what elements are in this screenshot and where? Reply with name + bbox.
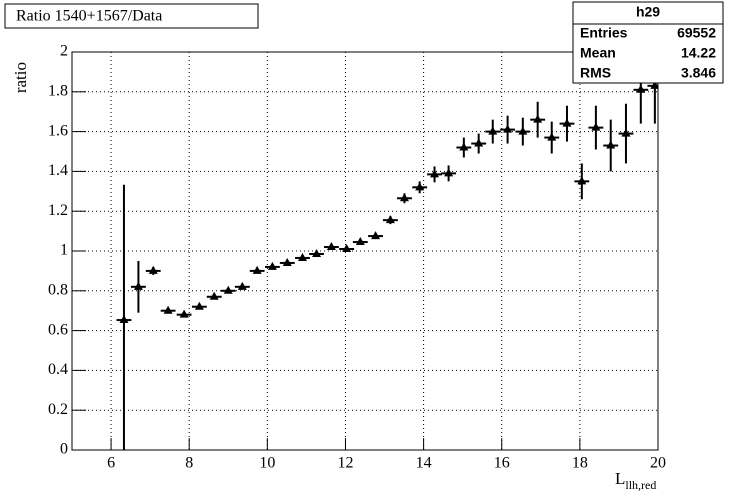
- stats-label: Mean: [580, 45, 616, 61]
- chart-title: Ratio 1540+1567/Data: [16, 8, 162, 25]
- x-tick-label: 12: [337, 455, 353, 472]
- title-box: [4, 3, 259, 29]
- data-point: [194, 301, 204, 310]
- data-point: [148, 265, 158, 274]
- data-point: [252, 265, 262, 274]
- data-point: [179, 309, 189, 318]
- data-point: [488, 126, 498, 135]
- data-point: [547, 132, 557, 141]
- data-point: [621, 128, 631, 137]
- data-point: [326, 242, 336, 251]
- y-tick-label: 1.2: [48, 202, 68, 219]
- data-point: [474, 138, 484, 147]
- y-tick-label: 1.4: [48, 162, 68, 179]
- stats-value: 69552: [677, 25, 716, 41]
- x-tick-label: 20: [650, 455, 666, 472]
- data-point: [444, 168, 454, 177]
- stats-label: Entries: [580, 25, 628, 41]
- data-point: [459, 142, 469, 151]
- data-point: [223, 285, 233, 294]
- data-point: [591, 122, 601, 131]
- y-axis-label: ratio: [11, 62, 30, 93]
- stats-value: 3.846: [681, 65, 716, 81]
- data-point: [415, 182, 425, 191]
- data-point: [518, 126, 528, 135]
- data-point: [133, 281, 143, 290]
- x-tick-label: 18: [572, 455, 588, 472]
- y-tick-label: 0.8: [48, 281, 68, 298]
- x-tick-label: 10: [259, 455, 275, 472]
- plot-frame: [71, 51, 659, 451]
- y-tick-label: 0: [60, 441, 68, 458]
- data-point: [385, 215, 395, 224]
- data-point: [237, 281, 247, 290]
- y-tick-label: 1: [60, 242, 68, 259]
- data-point: [562, 118, 572, 127]
- data-point: [297, 252, 307, 261]
- data-point: [371, 231, 381, 240]
- x-axis-label: Lllh,red: [615, 469, 656, 492]
- data-point: [312, 248, 322, 257]
- y-tick-label: 0.2: [48, 401, 68, 418]
- data-point: [430, 169, 440, 178]
- data-point: [399, 193, 409, 202]
- data-point: [163, 305, 173, 314]
- stats-title: h29: [636, 4, 660, 20]
- stats-value: 14.22: [681, 45, 716, 61]
- data-point: [636, 84, 646, 93]
- stats-box: [572, 1, 724, 84]
- x-tick-label: 6: [107, 455, 115, 472]
- y-tick-label: 1.8: [48, 82, 68, 99]
- y-tick-label: 0.6: [48, 321, 68, 338]
- y-tick-label: 1.6: [48, 122, 68, 139]
- data-point: [577, 176, 587, 185]
- data-point: [355, 237, 365, 246]
- y-tick-label: 0.4: [48, 361, 68, 378]
- x-tick-label: 8: [185, 455, 193, 472]
- data-point: [209, 291, 219, 300]
- x-axis-label-sub: llh,red: [625, 478, 656, 492]
- data-point: [533, 114, 543, 123]
- stats-label: RMS: [580, 65, 611, 81]
- x-tick-label: 14: [416, 455, 432, 472]
- data-point: [267, 261, 277, 270]
- data-point: [282, 257, 292, 266]
- data-point: [650, 80, 658, 89]
- data-point: [606, 140, 616, 149]
- x-tick-label: 16: [494, 455, 510, 472]
- y-tick-label: 2: [60, 43, 68, 60]
- data-point: [503, 124, 513, 133]
- x-axis-label-main: L: [615, 469, 625, 488]
- data-point: [119, 315, 129, 324]
- data-point: [342, 244, 352, 253]
